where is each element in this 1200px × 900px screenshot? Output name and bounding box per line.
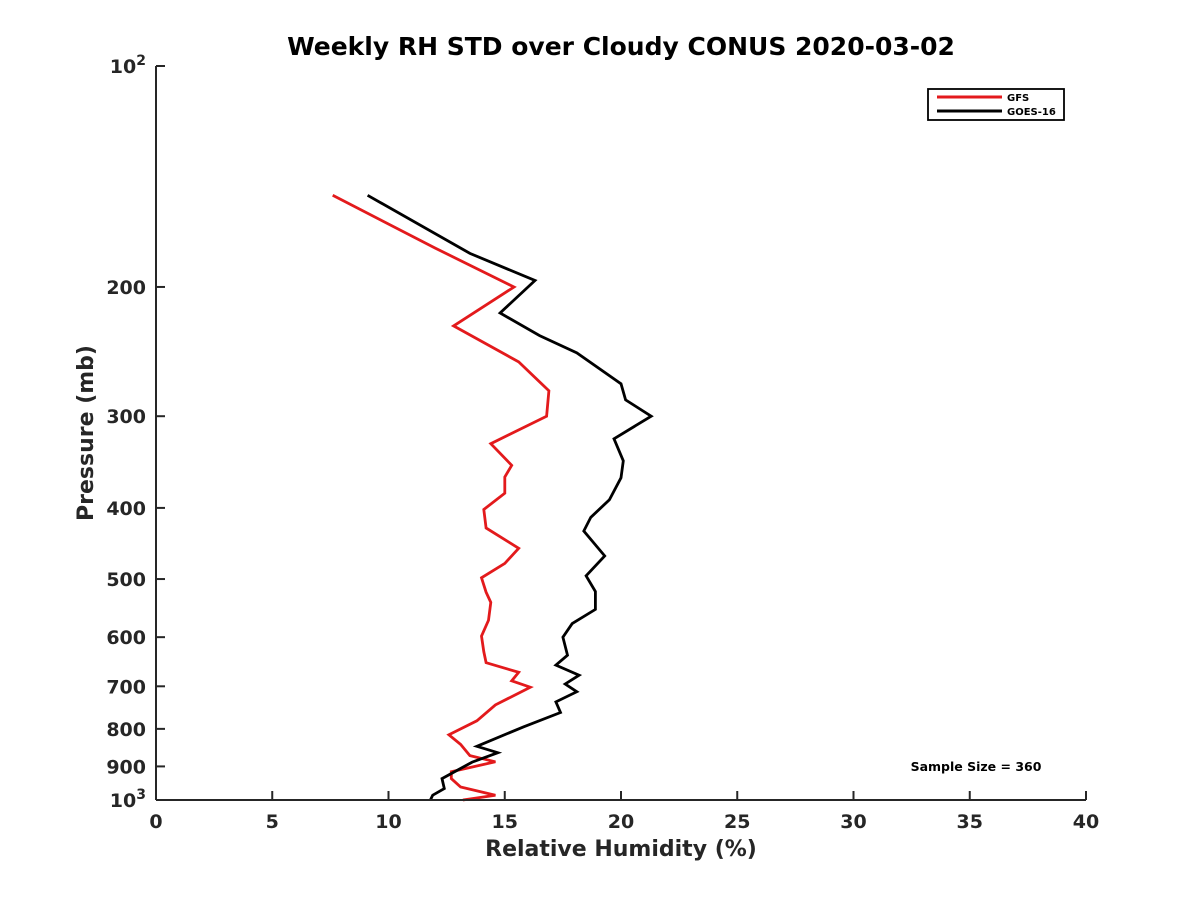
y-tick-label: 103 bbox=[110, 787, 146, 812]
y-ticks: 102 200 300 400 500 600 700 800 900 103 bbox=[106, 53, 165, 812]
legend-box bbox=[927, 88, 1065, 121]
x-tick-label: 20 bbox=[608, 811, 634, 833]
x-tick-label: 40 bbox=[1073, 811, 1099, 833]
y-tick-label: 500 bbox=[106, 569, 146, 591]
legend-label-gfs: GFS bbox=[1007, 93, 1029, 104]
x-axis-label: Relative Humidity (%) bbox=[485, 837, 757, 862]
x-tick-label: 35 bbox=[957, 811, 983, 833]
x-tick-label: 25 bbox=[724, 811, 750, 833]
series-line-gfs bbox=[332, 194, 551, 802]
series-layer bbox=[332, 194, 654, 802]
chart-title: Weekly RH STD over Cloudy CONUS 2020-03-… bbox=[287, 32, 955, 61]
x-ticks: 0 5 10 15 20 25 30 35 40 bbox=[149, 791, 1099, 833]
x-tick-label: 15 bbox=[492, 811, 518, 833]
y-tick-label: 800 bbox=[106, 719, 146, 741]
x-tick-label: 10 bbox=[375, 811, 401, 833]
x-tick-label: 5 bbox=[266, 811, 279, 833]
sample-size-annotation: Sample Size = 360 bbox=[911, 759, 1042, 774]
x-tick-label: 0 bbox=[149, 811, 162, 833]
legend-label-goes-16: GOES-16 bbox=[1007, 107, 1056, 118]
legend: GFS GOES-16 bbox=[927, 88, 1065, 121]
y-tick-label: 900 bbox=[106, 756, 146, 778]
y-tick-label: 300 bbox=[106, 406, 146, 428]
y-axis-label: Pressure (mb) bbox=[74, 345, 99, 521]
x-tick-label: 30 bbox=[840, 811, 866, 833]
y-tick-label: 600 bbox=[106, 627, 146, 649]
series-line-goes-16 bbox=[366, 194, 654, 801]
y-tick-label: 200 bbox=[106, 277, 146, 299]
y-tick-label: 700 bbox=[106, 676, 146, 698]
y-tick-label: 102 bbox=[110, 53, 146, 78]
y-tick-label: 400 bbox=[106, 498, 146, 520]
